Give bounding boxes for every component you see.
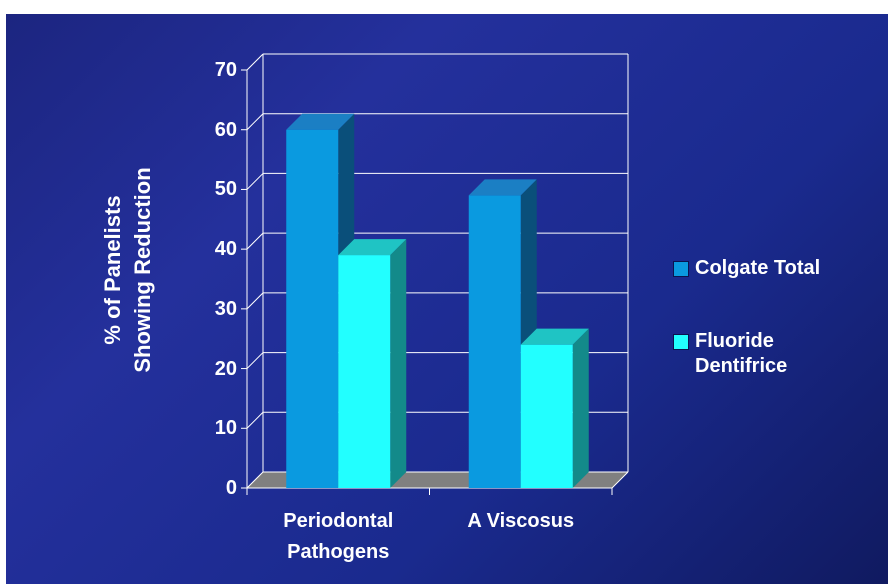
- y-tick-depth-line: [246, 292, 264, 310]
- floor-right-edge: [611, 471, 629, 489]
- bar-side: [390, 239, 407, 488]
- bar: [468, 195, 521, 488]
- y-axis-label-line-1: % of Panelists: [100, 195, 125, 345]
- bar: [338, 255, 391, 488]
- bar-top: [338, 239, 407, 256]
- legend-label: Colgate Total: [695, 256, 894, 281]
- bar-side: [572, 328, 589, 488]
- bar-top: [286, 113, 355, 130]
- y-tick-label: 40: [214, 238, 237, 261]
- y-tick-label: 60: [214, 118, 237, 141]
- legend-label-line: Fluoride: [695, 330, 774, 352]
- y-tick-depth-line: [246, 352, 264, 369]
- y-tick-label: 70: [214, 59, 237, 81]
- y-tick-label: 50: [214, 178, 237, 201]
- y-axis-label-line-2: Showing Reduction: [130, 167, 155, 373]
- x-category-label: Periodontal Pathogens: [248, 506, 428, 568]
- legend-label-line: Colgate Total: [695, 257, 821, 279]
- y-tick-depth-line: [246, 53, 264, 71]
- bar-top: [520, 328, 589, 345]
- legend-label: Fluoride Dentifrice: [695, 329, 894, 379]
- x-category-label-line: A Viscosus: [467, 510, 575, 532]
- x-category-label-line: Pathogens: [287, 541, 390, 563]
- bar: [520, 344, 573, 488]
- x-category-label: A Viscosus: [431, 506, 611, 537]
- legend-label-line: Dentifrice: [695, 355, 788, 377]
- y-axis-label: % of Panelists Showing Reduction: [98, 120, 158, 420]
- y-tick-depth-line: [246, 232, 264, 250]
- x-category-label-line: Periodontal: [283, 510, 394, 532]
- bar: [286, 129, 339, 488]
- legend-swatch: [673, 334, 689, 350]
- y-tick-label: 0: [225, 477, 237, 499]
- y-tick-depth-line: [246, 173, 264, 190]
- y-tick-label: 20: [214, 357, 237, 380]
- y-tick-depth-line: [246, 113, 264, 131]
- y-tick-depth-line: [246, 471, 264, 489]
- slide-background: [6, 14, 888, 584]
- y-tick-label: 30: [214, 297, 237, 320]
- y-tick-label: 10: [214, 417, 237, 440]
- bar-top: [468, 179, 537, 196]
- y-tick-depth-line: [246, 411, 264, 429]
- legend-swatch: [673, 261, 689, 277]
